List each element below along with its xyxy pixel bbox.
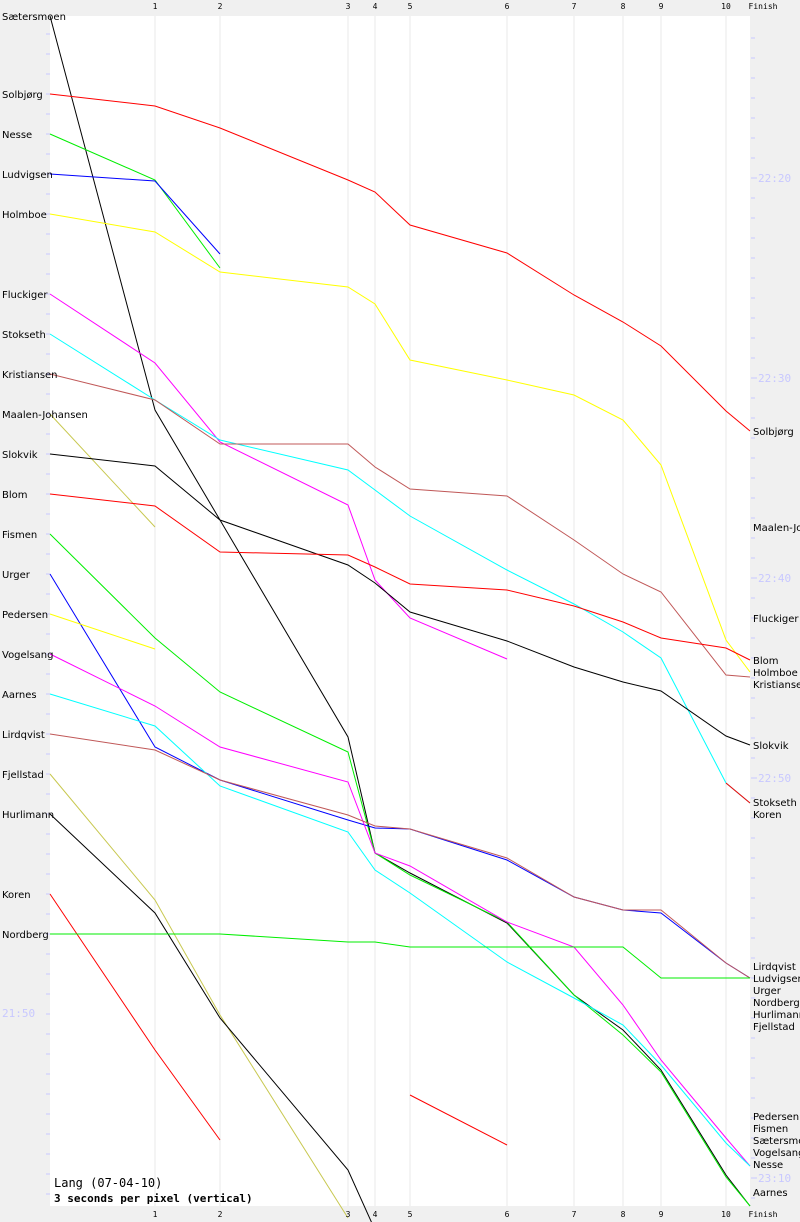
control-label-bottom: 4 bbox=[373, 1210, 378, 1219]
series-line-Lirdqvist bbox=[49, 733, 751, 979]
series-line-Aarnes bbox=[49, 693, 751, 1167]
finish-label: Nesse bbox=[753, 1160, 783, 1171]
control-label-top: 6 bbox=[505, 2, 510, 11]
finish-label: Blom bbox=[753, 656, 779, 667]
series-line-Slokvik bbox=[49, 453, 751, 746]
finish-label: Slokvik bbox=[753, 741, 789, 752]
series-line-Hurlimann bbox=[49, 813, 372, 1222]
start-label: Nesse bbox=[2, 130, 32, 141]
finish-label: Sætersmoen bbox=[753, 1136, 800, 1147]
control-label-bottom: 10 bbox=[721, 1210, 731, 1219]
right-axis-label: 22:30 bbox=[758, 372, 791, 385]
control-label-top: 9 bbox=[659, 2, 664, 11]
series-line-Fismen bbox=[49, 533, 751, 1207]
control-label-top: 3 bbox=[346, 2, 351, 11]
finish-label: Stokseth bbox=[753, 798, 797, 809]
start-label: Slokvik bbox=[2, 450, 38, 461]
right-axis-label: 22:50 bbox=[758, 772, 791, 785]
right-axis-label: 22:40 bbox=[758, 572, 791, 585]
start-label: Holmboe bbox=[2, 210, 47, 221]
series-line-Kristiansen bbox=[49, 373, 751, 678]
control-label-bottom: 9 bbox=[659, 1210, 664, 1219]
start-label: Urger bbox=[2, 570, 31, 581]
series-line-Stokseth bbox=[49, 333, 751, 804]
chart-title: Lang (07-04-10) bbox=[54, 1176, 162, 1190]
control-label-top: 1 bbox=[153, 2, 158, 11]
finish-label: Holmboe bbox=[753, 668, 798, 679]
finish-label: Fismen bbox=[753, 1124, 788, 1135]
series-line-Nesse bbox=[49, 133, 221, 269]
control-label-top: 5 bbox=[408, 2, 413, 11]
series-line-Koren bbox=[725, 782, 751, 804]
control-label-top: 2 bbox=[218, 2, 223, 11]
series-line-Blom bbox=[49, 493, 751, 661]
series-line-Vogelsang bbox=[49, 653, 751, 1167]
control-label-bottom: 2 bbox=[218, 1210, 223, 1219]
right-axis-label: 23:10 bbox=[758, 1172, 791, 1185]
control-label-bottom: 5 bbox=[408, 1210, 413, 1219]
series-line-Nordberg bbox=[50, 933, 750, 979]
start-label: Nordberg bbox=[2, 930, 49, 941]
series-line-Pedersen bbox=[49, 613, 156, 650]
start-label: Vogelsang bbox=[2, 650, 53, 661]
plot-area bbox=[50, 16, 750, 1206]
start-label: Koren bbox=[2, 890, 31, 901]
control-label-bottom: 7 bbox=[572, 1210, 577, 1219]
series-line-Fluckiger bbox=[49, 293, 508, 660]
finish-label: Urger bbox=[753, 986, 782, 997]
finish-label: Kristiansen bbox=[753, 680, 800, 691]
series-line-Koren bbox=[49, 893, 221, 1141]
finish-label: Pedersen bbox=[753, 1112, 799, 1123]
start-label: Fluckiger bbox=[2, 290, 48, 301]
series-line-Maalen-Johansen bbox=[49, 413, 156, 528]
start-label: Lirdqvist bbox=[2, 730, 45, 741]
finish-label: Fluckiger bbox=[753, 614, 799, 625]
right-axis-label: 22:20 bbox=[758, 172, 791, 185]
series-line-Solbjørg bbox=[49, 93, 751, 432]
series-line-Koren bbox=[409, 1094, 508, 1146]
start-label: Fismen bbox=[2, 530, 37, 541]
finish-label: Aarnes bbox=[753, 1188, 788, 1199]
series-line-Holmboe bbox=[49, 213, 751, 673]
chart-subtitle: 3 seconds per pixel (vertical) bbox=[54, 1192, 253, 1205]
start-label: Fjellstad bbox=[2, 770, 44, 781]
control-label-top: 8 bbox=[621, 2, 626, 11]
finish-label: Ludvigsen bbox=[753, 974, 800, 985]
series-line-Ludvigsen bbox=[49, 173, 221, 255]
finish-label: Maalen-Johansen bbox=[753, 523, 800, 534]
start-label: Kristiansen bbox=[2, 370, 58, 381]
control-label-top: 10 bbox=[721, 2, 731, 11]
series-line-Fjellstad bbox=[49, 773, 349, 1219]
start-label: Blom bbox=[2, 490, 28, 501]
finish-label: Hurlimann bbox=[753, 1010, 800, 1021]
finish-label: Nordberg bbox=[753, 998, 800, 1009]
start-label: Hurlimann bbox=[2, 810, 54, 821]
start-label: Stokseth bbox=[2, 330, 46, 341]
start-label: Sætersmoen bbox=[2, 12, 66, 23]
control-label-bottom: 1 bbox=[153, 1210, 158, 1219]
finish-label: Lirdqvist bbox=[753, 962, 796, 973]
finish-label: Vogelsang bbox=[753, 1148, 800, 1159]
control-label-bottom: Finish bbox=[749, 1210, 778, 1219]
control-label-bottom: 8 bbox=[621, 1210, 626, 1219]
finish-label: Solbjørg bbox=[753, 427, 794, 438]
start-label: Aarnes bbox=[2, 690, 37, 701]
start-label: Pedersen bbox=[2, 610, 48, 621]
start-label: Ludvigsen bbox=[2, 170, 53, 181]
control-label-top: Finish bbox=[749, 2, 778, 11]
left-axis-label: 21:50 bbox=[2, 1007, 35, 1020]
finish-label: Koren bbox=[753, 810, 782, 821]
finish-label: Fjellstad bbox=[753, 1022, 795, 1033]
control-label-top: 7 bbox=[572, 2, 577, 11]
control-label-top: 4 bbox=[373, 2, 378, 11]
control-label-bottom: 3 bbox=[346, 1210, 351, 1219]
start-label: Solbjørg bbox=[2, 90, 43, 101]
control-label-bottom: 6 bbox=[505, 1210, 510, 1219]
start-label: Maalen-Johansen bbox=[2, 410, 88, 421]
